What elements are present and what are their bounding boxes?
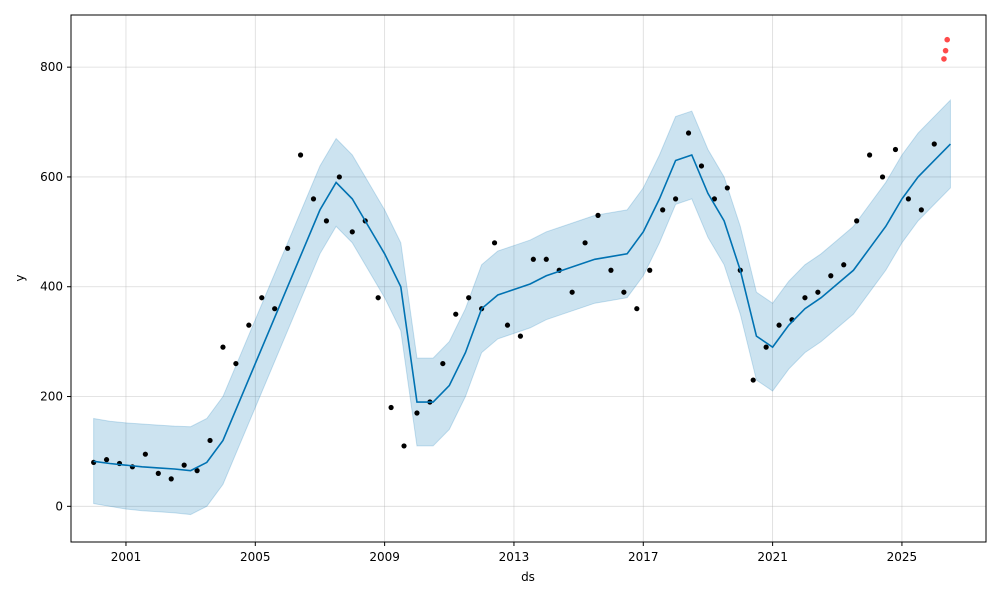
observed-point bbox=[466, 295, 472, 301]
outlier-points bbox=[941, 36, 951, 62]
observed-point bbox=[285, 245, 291, 251]
grid-lines bbox=[71, 15, 986, 542]
observed-point bbox=[931, 141, 937, 147]
observed-point bbox=[103, 457, 110, 463]
y-tick-label: 0 bbox=[55, 499, 63, 513]
uncertainty-band bbox=[93, 98, 951, 516]
observed-point bbox=[155, 470, 161, 476]
observed-point bbox=[504, 322, 511, 328]
observed-point bbox=[259, 295, 265, 301]
uncertainty-interval bbox=[93, 98, 951, 516]
observed-point bbox=[711, 196, 718, 202]
x-axis-label: ds bbox=[521, 570, 535, 584]
observed-point bbox=[905, 196, 912, 202]
observed-point bbox=[608, 267, 614, 273]
y-tick-label: 600 bbox=[40, 170, 63, 184]
observed-point bbox=[698, 163, 705, 169]
observed-point bbox=[673, 196, 679, 202]
observed-point bbox=[142, 451, 148, 457]
x-tick-label: 2017 bbox=[628, 550, 659, 564]
y-axis-ticks: 0 200 400 600 800 bbox=[40, 60, 71, 513]
plot-area bbox=[70, 14, 987, 543]
observed-point bbox=[543, 256, 549, 262]
observed-point bbox=[530, 256, 536, 262]
observed-point bbox=[272, 306, 278, 312]
observed-point bbox=[815, 289, 821, 295]
observed-point bbox=[388, 404, 394, 411]
x-tick-label: 2005 bbox=[240, 550, 271, 564]
outlier-point bbox=[941, 56, 947, 62]
observed-point bbox=[168, 476, 174, 482]
observed-point bbox=[634, 306, 640, 312]
x-tick-label: 2009 bbox=[369, 550, 400, 564]
observed-point bbox=[918, 207, 924, 213]
observed-point bbox=[685, 130, 692, 136]
x-tick-label: 2013 bbox=[499, 550, 530, 564]
observed-point bbox=[401, 443, 407, 449]
x-tick-label: 2025 bbox=[887, 550, 918, 564]
y-tick-label: 400 bbox=[40, 280, 63, 294]
plot-background bbox=[71, 15, 986, 542]
observed-point bbox=[660, 207, 666, 213]
x-tick-label: 2021 bbox=[757, 550, 788, 564]
observed-point bbox=[879, 174, 886, 180]
observed-point bbox=[647, 267, 653, 273]
observed-point bbox=[323, 218, 330, 224]
forecast-trend-line bbox=[93, 143, 952, 472]
x-tick-label: 2001 bbox=[111, 550, 142, 564]
y-tick-label: 800 bbox=[40, 60, 63, 74]
y-axis-label: y bbox=[13, 274, 27, 281]
observed-point bbox=[802, 295, 808, 301]
observed-point bbox=[440, 360, 446, 367]
observed-point bbox=[867, 152, 873, 158]
observed-point bbox=[621, 289, 627, 295]
observed-point bbox=[220, 344, 226, 350]
observed-point bbox=[517, 333, 524, 339]
observed-point bbox=[828, 273, 834, 279]
observed-point bbox=[763, 344, 769, 350]
observed-point bbox=[207, 437, 213, 444]
observed-point bbox=[194, 468, 200, 474]
observed-point bbox=[246, 322, 252, 328]
observed-point bbox=[491, 240, 498, 246]
observed-point bbox=[569, 289, 575, 295]
observed-point bbox=[349, 229, 355, 235]
observed-point bbox=[91, 459, 97, 466]
observed-point bbox=[233, 360, 239, 367]
observed-point bbox=[336, 174, 342, 180]
x-axis-ticks: 2001 2005 2009 2013 2017 2021 2025 bbox=[111, 542, 918, 564]
observed-point bbox=[297, 152, 304, 158]
observed-point bbox=[582, 240, 588, 246]
observed-point bbox=[724, 185, 730, 191]
plot-frame bbox=[70, 14, 987, 543]
observed-point bbox=[414, 410, 420, 416]
observed-point bbox=[453, 311, 459, 317]
observed-point bbox=[776, 322, 782, 328]
observed-point bbox=[375, 295, 381, 301]
observed-point bbox=[892, 146, 899, 153]
outlier-point bbox=[942, 47, 949, 54]
observed-point bbox=[181, 462, 187, 468]
observed-point bbox=[310, 196, 317, 202]
observed-point bbox=[750, 377, 756, 383]
outlier-point bbox=[944, 36, 951, 43]
observed-point bbox=[854, 218, 860, 224]
observed-point bbox=[595, 212, 601, 218]
y-tick-label: 200 bbox=[40, 390, 63, 404]
observed-point bbox=[841, 262, 847, 268]
trend-line-layer bbox=[93, 143, 952, 472]
